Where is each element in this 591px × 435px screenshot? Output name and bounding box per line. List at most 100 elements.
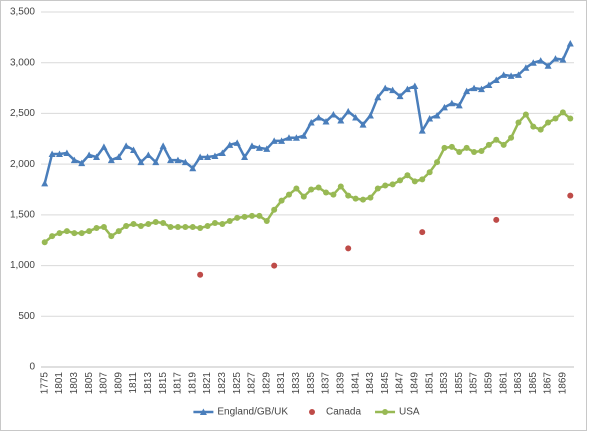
- x-tick-label: 1805: [84, 372, 95, 395]
- data-point: [485, 81, 493, 89]
- x-tick-label: 1869: [558, 372, 569, 395]
- data-point: [93, 225, 100, 232]
- data-point: [285, 191, 292, 198]
- data-point: [470, 84, 478, 92]
- y-tick-label: 1,000: [10, 260, 35, 271]
- data-point: [300, 193, 307, 200]
- data-point: [63, 228, 70, 235]
- x-tick-label: 1837: [321, 372, 332, 395]
- data-point: [411, 82, 419, 90]
- data-point: [477, 85, 485, 93]
- data-point: [144, 151, 152, 159]
- data-point: [70, 156, 78, 164]
- data-point: [300, 132, 308, 139]
- data-point: [537, 57, 545, 64]
- data-point: [160, 219, 167, 226]
- x-tick-label: 1851: [424, 372, 435, 395]
- data-point: [567, 192, 574, 199]
- data-point: [419, 229, 426, 236]
- data-point: [248, 212, 255, 219]
- x-tick-label: 1855: [454, 372, 465, 395]
- data-point: [211, 219, 218, 226]
- data-point: [345, 245, 352, 252]
- data-point: [204, 153, 212, 161]
- x-tick-label: 1815: [158, 372, 169, 395]
- data-point: [78, 159, 86, 167]
- data-point: [352, 195, 359, 202]
- data-point: [329, 110, 337, 118]
- data-point: [271, 206, 278, 213]
- data-point: [167, 156, 175, 164]
- data-point: [78, 230, 85, 237]
- data-point: [434, 159, 441, 166]
- data-point: [359, 121, 367, 128]
- data-point: [137, 223, 144, 230]
- legend-marker: [309, 409, 316, 415]
- data-point: [137, 158, 145, 166]
- data-point: [41, 179, 49, 187]
- data-point: [389, 86, 397, 94]
- data-point: [152, 218, 159, 225]
- data-point: [515, 119, 522, 126]
- data-point: [567, 115, 574, 122]
- data-point: [493, 136, 500, 143]
- data-point: [456, 148, 463, 155]
- data-point: [308, 186, 315, 193]
- x-tick-label: 1803: [69, 372, 80, 395]
- data-point: [86, 228, 93, 235]
- data-point: [337, 117, 345, 124]
- data-point: [285, 134, 293, 141]
- data-point: [551, 55, 559, 62]
- data-point: [85, 151, 93, 159]
- data-point: [360, 196, 367, 203]
- data-point: [241, 213, 248, 220]
- data-point: [500, 71, 508, 78]
- data-point: [241, 153, 249, 161]
- data-point: [271, 262, 278, 269]
- data-point: [485, 141, 492, 148]
- data-point: [71, 230, 78, 237]
- data-point: [426, 169, 433, 176]
- y-tick-label: 500: [18, 311, 35, 322]
- data-point: [514, 71, 522, 78]
- data-point: [204, 223, 211, 230]
- data-point: [508, 134, 515, 141]
- data-point: [196, 153, 204, 161]
- x-tick-label: 1847: [395, 372, 406, 395]
- data-point: [419, 176, 426, 183]
- data-point: [115, 153, 123, 161]
- data-point: [404, 172, 411, 179]
- data-point: [219, 220, 226, 227]
- data-point: [292, 134, 300, 141]
- data-point: [218, 149, 226, 156]
- data-point: [530, 123, 537, 130]
- data-point: [93, 153, 101, 161]
- data-point: [130, 146, 138, 153]
- data-point: [448, 99, 456, 107]
- data-point: [522, 64, 530, 71]
- legend-marker: [382, 409, 389, 415]
- x-tick-label: 1843: [365, 372, 376, 395]
- data-point: [478, 147, 485, 154]
- x-tick-label: 1825: [232, 372, 243, 395]
- data-point: [471, 148, 478, 155]
- data-point: [500, 141, 507, 148]
- x-tick-label: 1829: [261, 372, 272, 395]
- data-point: [211, 152, 219, 160]
- data-point: [441, 144, 448, 151]
- data-point: [537, 126, 544, 133]
- data-point: [233, 139, 241, 146]
- data-point: [263, 217, 270, 224]
- data-point: [226, 217, 233, 224]
- data-point: [278, 137, 286, 144]
- data-point: [115, 228, 122, 235]
- x-tick-label: 1859: [484, 372, 495, 395]
- data-point: [315, 113, 323, 121]
- data-point: [330, 191, 337, 198]
- data-point: [463, 144, 470, 151]
- data-point: [197, 271, 204, 278]
- x-tick-label: 1839: [335, 372, 346, 395]
- data-point: [366, 111, 374, 119]
